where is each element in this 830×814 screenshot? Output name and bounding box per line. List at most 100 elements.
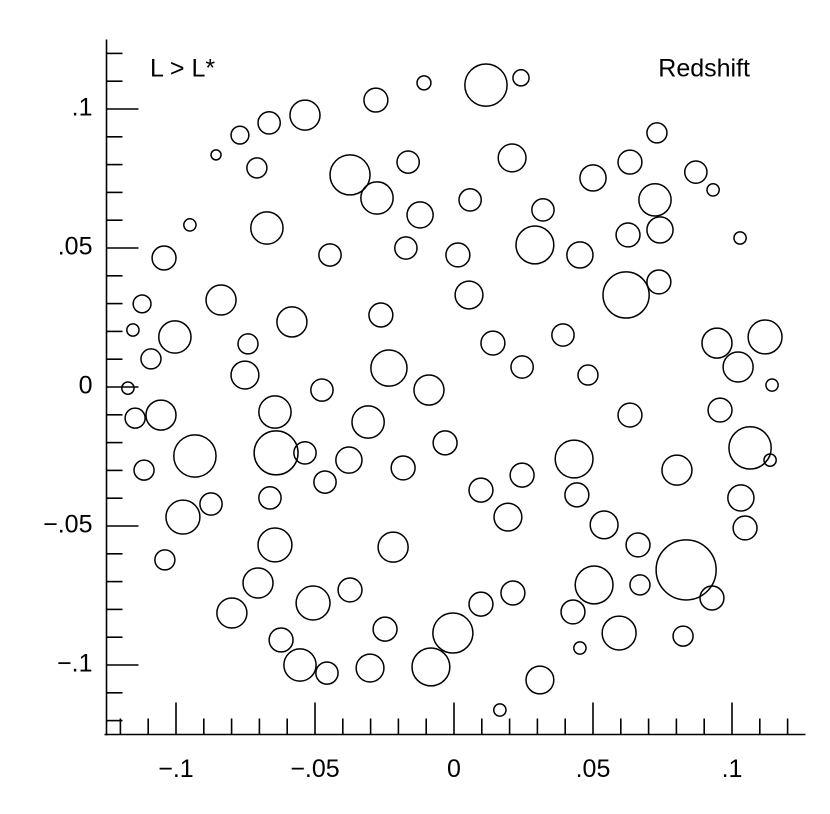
galaxy-circle: [551, 323, 575, 347]
galaxy-circle: [318, 243, 342, 267]
galaxy-circle: [560, 599, 586, 625]
galaxy-circle: [625, 532, 651, 558]
galaxy-circle: [617, 402, 643, 428]
galaxy-circle: [335, 446, 363, 474]
galaxy-circle: [573, 641, 587, 655]
galaxy-circle: [655, 539, 717, 601]
galaxy-circle: [500, 580, 526, 606]
x-tick-label: 0: [447, 755, 461, 783]
galaxy-circle: [601, 615, 637, 651]
galaxy-circle: [145, 399, 177, 431]
galaxy-circle: [329, 154, 371, 196]
galaxy-circle: [283, 648, 317, 682]
galaxy-circle: [493, 703, 507, 717]
galaxy-circle: [276, 306, 308, 338]
galaxy-circle: [707, 397, 733, 423]
galaxy-circle: [747, 319, 783, 355]
galaxy-circle: [199, 492, 223, 516]
y-tick-label: 0: [79, 372, 93, 400]
galaxy-circle: [706, 183, 720, 197]
galaxy-circle: [360, 181, 394, 215]
galaxy-circle: [315, 661, 339, 685]
galaxy-circle: [564, 482, 590, 508]
galaxy-circle: [699, 585, 725, 611]
galaxy-circle: [432, 612, 474, 654]
galaxy-circle: [310, 378, 334, 402]
galaxy-circle: [268, 627, 294, 653]
y-tick-label: .05: [58, 233, 93, 261]
galaxy-circle: [151, 245, 177, 271]
galaxy-circle: [413, 374, 445, 406]
galaxy-circle: [337, 577, 363, 603]
galaxy-circle: [574, 565, 614, 605]
galaxy-circle: [579, 164, 607, 192]
galaxy-circle: [124, 407, 146, 429]
galaxy-circle: [363, 87, 389, 113]
galaxy-circle: [126, 323, 140, 337]
y-tick-label: −.1: [57, 650, 92, 678]
galaxy-circle: [629, 574, 651, 596]
galaxy-circle: [372, 616, 398, 642]
galaxy-circle: [368, 302, 394, 328]
galaxy-circle: [727, 484, 755, 512]
galaxy-circle: [165, 499, 201, 535]
galaxy-circle: [468, 477, 494, 503]
galaxy-circle: [732, 515, 758, 541]
galaxy-circle: [246, 157, 268, 179]
galaxy-circle: [602, 271, 650, 319]
galaxy-circle: [289, 99, 321, 131]
galaxy-circle: [515, 225, 555, 265]
galaxy-circle: [377, 531, 409, 563]
galaxy-circle: [210, 149, 222, 161]
galaxy-circle: [512, 69, 530, 87]
galaxy-circle: [454, 280, 484, 310]
x-tick-label: −.05: [290, 755, 339, 783]
galaxy-circle: [230, 125, 250, 145]
galaxy-circle: [253, 430, 299, 476]
galaxy-circle: [132, 294, 152, 314]
galaxy-circle: [577, 364, 599, 386]
galaxy-circle: [370, 349, 408, 387]
x-tick-label: .1: [722, 755, 743, 783]
galaxy-circle: [638, 183, 672, 217]
galaxy-circle: [173, 434, 217, 478]
galaxy-circle: [531, 198, 555, 222]
galaxy-circle: [661, 454, 693, 486]
galaxy-circle: [701, 327, 733, 359]
galaxy-circle: [351, 405, 385, 439]
galaxy-circle: [154, 549, 176, 571]
annotation-right: Redshift: [658, 55, 750, 83]
galaxy-circle: [432, 430, 458, 456]
x-tick-label: −.1: [158, 755, 193, 783]
galaxy-circle: [683, 160, 708, 184]
x-tick-label: .05: [576, 755, 611, 783]
galaxy-circle: [646, 269, 672, 295]
galaxy-circle: [140, 348, 162, 370]
galaxy-circle: [258, 486, 282, 510]
galaxy-circle: [510, 355, 534, 379]
galaxy-circle: [394, 236, 418, 260]
annotation-left: L > L*: [150, 55, 215, 83]
galaxy-circle: [313, 470, 337, 494]
galaxy-circle: [615, 222, 641, 248]
galaxy-circle: [493, 502, 523, 532]
galaxy-circle: [242, 567, 274, 599]
galaxy-circle: [458, 188, 482, 212]
galaxy-circle: [257, 527, 293, 563]
galaxy-circle: [480, 330, 506, 356]
galaxy-circle: [158, 320, 192, 354]
galaxy-circle: [525, 665, 555, 695]
galaxy-circle: [230, 360, 260, 390]
galaxy-circle: [733, 231, 747, 245]
galaxy-circle: [293, 441, 317, 465]
galaxy-circle: [121, 381, 135, 395]
galaxy-circle: [509, 462, 535, 488]
galaxy-circle: [497, 143, 527, 173]
galaxy-circle: [566, 241, 594, 269]
galaxy-circle: [416, 75, 432, 91]
galaxy-circle: [295, 585, 331, 621]
galaxy-circle: [468, 591, 494, 617]
galaxy-circle: [406, 201, 434, 229]
galaxy-circle: [646, 122, 668, 144]
galaxy-circle: [411, 647, 451, 687]
